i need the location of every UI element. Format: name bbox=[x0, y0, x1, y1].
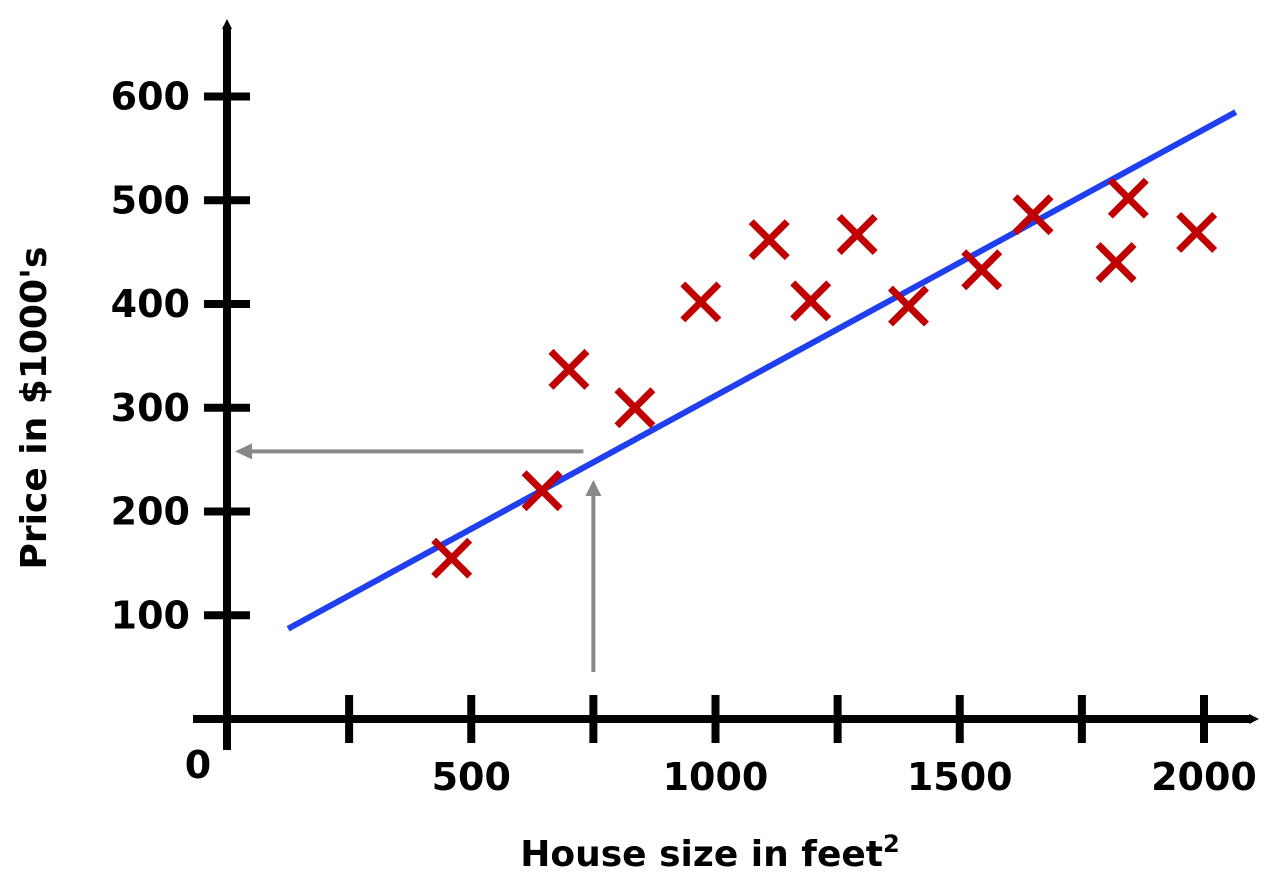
data-point-marker bbox=[680, 281, 722, 323]
vertical-guide-arrowhead bbox=[585, 480, 602, 496]
y-axis-title: Price in $1000's bbox=[14, 247, 55, 570]
data-point-marker bbox=[431, 537, 473, 579]
y-tick-label: 100 bbox=[111, 593, 190, 637]
x-axis-title: House size in feet2 bbox=[520, 830, 899, 875]
data-points bbox=[431, 177, 1218, 579]
horizontal-guide-arrowhead bbox=[235, 443, 252, 460]
ticks: 500 1000 1500 2000 100 200 300 400 500 600 bbox=[111, 75, 1257, 800]
data-point-marker bbox=[1012, 194, 1054, 236]
data-point-marker bbox=[614, 387, 656, 429]
x-tick-label: 1000 bbox=[663, 755, 769, 799]
regression-line bbox=[286, 109, 1238, 632]
y-tick-label: 300 bbox=[111, 386, 190, 430]
y-tick-label: 400 bbox=[111, 282, 190, 326]
origin-label: 0 bbox=[185, 743, 211, 787]
data-point-marker bbox=[1107, 177, 1149, 219]
data-point-marker bbox=[790, 280, 832, 322]
data-point-marker bbox=[1176, 211, 1218, 253]
x-tick-label: 500 bbox=[432, 755, 511, 799]
data-point-marker bbox=[521, 470, 563, 512]
x-tick-label: 1500 bbox=[907, 755, 1013, 799]
x-tick-label: 2000 bbox=[1151, 755, 1257, 799]
x-axis-title-text: House size in feet bbox=[520, 834, 883, 875]
data-point-marker bbox=[836, 214, 878, 255]
prediction-guides bbox=[235, 443, 602, 672]
data-point-marker bbox=[748, 219, 790, 261]
data-point-marker bbox=[548, 348, 590, 390]
data-point-marker bbox=[1095, 242, 1137, 283]
y-tick-label: 500 bbox=[111, 178, 190, 222]
fit-line-group bbox=[286, 109, 1238, 632]
x-axis-title-superscript: 2 bbox=[883, 830, 900, 858]
y-tick-label: 200 bbox=[111, 490, 190, 534]
data-point-marker bbox=[961, 249, 1003, 291]
y-tick-label: 600 bbox=[111, 75, 190, 119]
axes bbox=[193, 19, 1259, 750]
data-point-marker bbox=[887, 285, 929, 327]
